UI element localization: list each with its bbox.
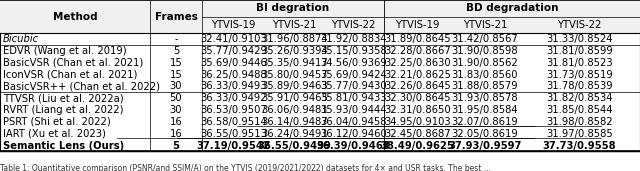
Text: 31.97/0.8585: 31.97/0.8585 [546, 129, 612, 139]
Text: Table 1: Quantitative comparison (PSNR/and SSIM/A) on the YTVIS (2019/2021/2022): Table 1: Quantitative comparison (PSNR/a… [0, 164, 491, 171]
Text: 15: 15 [170, 58, 182, 68]
Text: 36.55/0.9513: 36.55/0.9513 [200, 129, 267, 139]
Text: 35.69/0.9424: 35.69/0.9424 [320, 70, 387, 80]
Text: 36.25/0.9488: 36.25/0.9488 [200, 70, 267, 80]
Text: 31.88/0.8579: 31.88/0.8579 [451, 82, 518, 91]
Text: 36.14/0.9487: 36.14/0.9487 [261, 117, 328, 127]
Text: 37.73/0.9558: 37.73/0.9558 [542, 141, 616, 150]
Text: 35.89/0.9463: 35.89/0.9463 [261, 82, 328, 91]
Text: 16: 16 [170, 117, 182, 127]
Text: 31.96/0.8874: 31.96/0.8874 [261, 34, 328, 44]
Text: PSRT (Shi et al. 2022): PSRT (Shi et al. 2022) [3, 117, 111, 127]
Text: 32.41/0.9103: 32.41/0.9103 [200, 34, 267, 44]
Text: 36.04/0.9458: 36.04/0.9458 [321, 117, 387, 127]
Text: 31.93/0.8578: 31.93/0.8578 [451, 93, 518, 103]
Text: 35.93/0.9444: 35.93/0.9444 [321, 105, 387, 115]
Text: YTVIS-22: YTVIS-22 [557, 20, 602, 30]
Text: 31.42/0.8567: 31.42/0.8567 [451, 34, 518, 44]
Text: BD degradation: BD degradation [466, 3, 558, 13]
Text: 36.39/0.9468: 36.39/0.9468 [317, 141, 390, 150]
Text: 31.95/0.8584: 31.95/0.8584 [451, 105, 518, 115]
Text: 35.80/0.9457: 35.80/0.9457 [261, 70, 328, 80]
Text: 34.56/0.9369: 34.56/0.9369 [320, 58, 387, 68]
Text: 31.98/0.8582: 31.98/0.8582 [546, 117, 612, 127]
Text: YTVIS-19: YTVIS-19 [396, 20, 440, 30]
Text: 35.35/0.9417: 35.35/0.9417 [261, 58, 328, 68]
Text: IART (Xu et al. 2023): IART (Xu et al. 2023) [3, 129, 106, 139]
Text: 32.07/0.8619: 32.07/0.8619 [451, 117, 518, 127]
Text: 32.30/0.8645: 32.30/0.8645 [385, 93, 451, 103]
Text: 35.77/0.9429: 35.77/0.9429 [200, 46, 267, 56]
Text: BI degration: BI degration [256, 3, 330, 13]
Text: 36.55/0.9499: 36.55/0.9499 [257, 141, 332, 150]
Text: BasicVSR (Chan et al. 2021): BasicVSR (Chan et al. 2021) [3, 58, 143, 68]
Text: 31.85/0.8544: 31.85/0.8544 [546, 105, 612, 115]
Text: 31.82/0.8534: 31.82/0.8534 [546, 93, 612, 103]
Text: 36.12/0.9460: 36.12/0.9460 [320, 129, 387, 139]
Text: 31.33/0.8524: 31.33/0.8524 [546, 34, 612, 44]
Text: 5: 5 [173, 46, 179, 56]
Text: 35.77/0.9430: 35.77/0.9430 [320, 82, 387, 91]
Text: 32.21/0.8625: 32.21/0.8625 [384, 70, 451, 80]
Text: 37.19/0.9542: 37.19/0.9542 [196, 141, 271, 150]
Text: 36.58/0.9514: 36.58/0.9514 [200, 117, 267, 127]
Text: 32.45/0.8687: 32.45/0.8687 [384, 129, 451, 139]
Text: TTVSR (Liu et al. 2022a): TTVSR (Liu et al. 2022a) [3, 93, 124, 103]
Text: 31.90/0.8598: 31.90/0.8598 [451, 46, 518, 56]
Text: 37.93/0.9597: 37.93/0.9597 [448, 141, 522, 150]
Text: 32.25/0.8630: 32.25/0.8630 [384, 58, 451, 68]
Text: 31.78/0.8539: 31.78/0.8539 [546, 82, 612, 91]
Text: 32.26/0.8645: 32.26/0.8645 [384, 82, 451, 91]
Text: IconVSR (Chan et al. 2021): IconVSR (Chan et al. 2021) [3, 70, 138, 80]
Text: 38.49/0.9625: 38.49/0.9625 [381, 141, 454, 150]
Text: 31.90/0.8562: 31.90/0.8562 [451, 58, 518, 68]
Text: 32.31/0.8650: 32.31/0.8650 [384, 105, 451, 115]
Text: Frames: Frames [155, 12, 197, 22]
Text: 31.81/0.8599: 31.81/0.8599 [546, 46, 612, 56]
Text: 31.89/0.8645: 31.89/0.8645 [384, 34, 451, 44]
Text: 36.33/0.9492: 36.33/0.9492 [200, 93, 267, 103]
Text: 31.81/0.8523: 31.81/0.8523 [546, 58, 612, 68]
Text: 15: 15 [170, 70, 182, 80]
Text: 36.06/0.9481: 36.06/0.9481 [261, 105, 328, 115]
Text: EDVR (Wang et al. 2019): EDVR (Wang et al. 2019) [3, 46, 127, 56]
Text: BasicVSR++ (Chan et al. 2022): BasicVSR++ (Chan et al. 2022) [3, 82, 160, 91]
Text: 35.81/0.9433: 35.81/0.9433 [321, 93, 387, 103]
Text: 32.05/0.8619: 32.05/0.8619 [451, 129, 518, 139]
Text: 30: 30 [170, 105, 182, 115]
Text: Bicubic: Bicubic [3, 34, 39, 44]
Text: 34.95/0.9103: 34.95/0.9103 [384, 117, 451, 127]
Text: 31.92/0.8834: 31.92/0.8834 [321, 34, 387, 44]
Text: 36.24/0.9491: 36.24/0.9491 [261, 129, 328, 139]
Text: Semantic Lens (Ours): Semantic Lens (Ours) [3, 141, 124, 150]
Text: YTVIS-22: YTVIS-22 [332, 20, 376, 30]
Text: 32.28/0.8667: 32.28/0.8667 [384, 46, 451, 56]
Text: YTVIS-19: YTVIS-19 [211, 20, 256, 30]
Text: Method: Method [53, 12, 97, 22]
Text: 35.26/0.9394: 35.26/0.9394 [261, 46, 328, 56]
Text: RVRT (Liang et al. 2022): RVRT (Liang et al. 2022) [3, 105, 124, 115]
Text: 36.33/0.9493: 36.33/0.9493 [200, 82, 267, 91]
Text: 5: 5 [173, 141, 179, 150]
Text: YTVIS-21: YTVIS-21 [463, 20, 507, 30]
Text: YTVIS-21: YTVIS-21 [272, 20, 317, 30]
Text: 30: 30 [170, 82, 182, 91]
Text: 31.83/0.8560: 31.83/0.8560 [452, 70, 518, 80]
Text: 50: 50 [170, 93, 182, 103]
Text: 35.15/0.9358: 35.15/0.9358 [320, 46, 387, 56]
Text: 35.91/0.9465: 35.91/0.9465 [261, 93, 328, 103]
Text: -: - [174, 34, 178, 44]
Text: 36.53/0.9507: 36.53/0.9507 [200, 105, 267, 115]
Text: 16: 16 [170, 129, 182, 139]
Text: 31.73/0.8519: 31.73/0.8519 [546, 70, 612, 80]
Text: 35.69/0.9446: 35.69/0.9446 [200, 58, 267, 68]
